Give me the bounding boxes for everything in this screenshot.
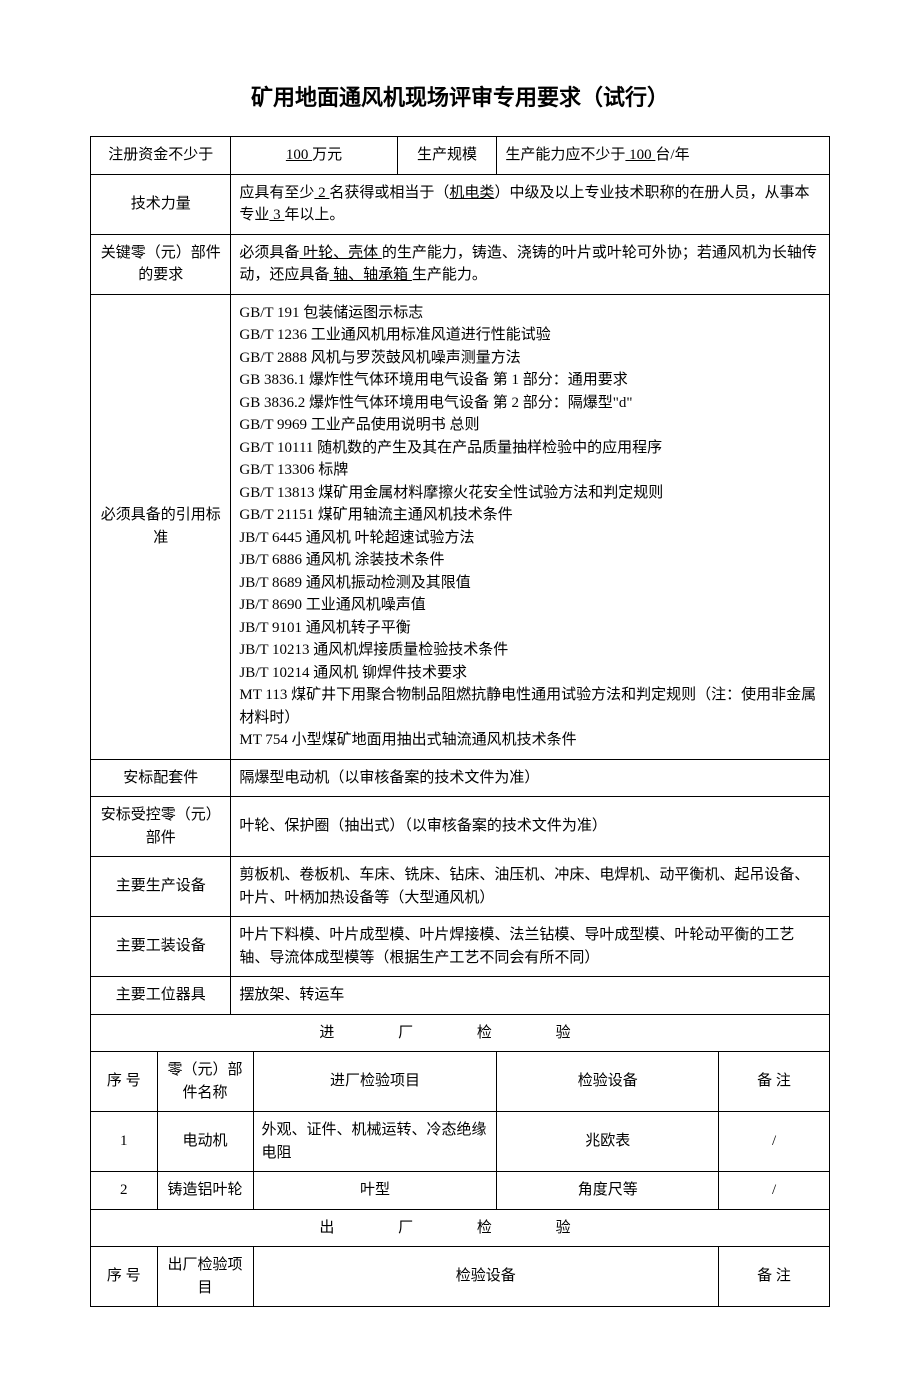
prod-equip-label: 主要生产设备 xyxy=(91,857,231,917)
scale-suffix: 台/年 xyxy=(655,147,689,163)
key-part-value: 必须具备 叶轮、壳体 的生产能力，铸造、浇铸的叶片或叶轮可外协；若通风机为长轴传… xyxy=(231,234,830,294)
row-key-parts: 关键零（元）部件的要求 必须具备 叶轮、壳体 的生产能力，铸造、浇铸的叶片或叶轮… xyxy=(91,234,830,294)
key-part-label: 关键零（元）部件的要求 xyxy=(91,234,231,294)
station-label: 主要工位器具 xyxy=(91,977,231,1015)
row-outgoing-header: 出 厂 检 验 xyxy=(91,1209,830,1247)
tech-u2: 机电类 xyxy=(449,185,494,201)
scale-value: 生产能力应不少于 100 台/年 xyxy=(497,137,830,175)
incoming-remark: / xyxy=(719,1172,830,1210)
capital-label: 注册资金不少于 xyxy=(91,137,231,175)
tech-t2: 名获得或相当于（ xyxy=(329,185,449,201)
kp-t3: 生产能力。 xyxy=(412,267,487,283)
safety-kit-value: 隔爆型电动机（以审核备案的技术文件为准） xyxy=(231,759,830,797)
incoming-row: 2 铸造铝叶轮 叶型 角度尺等 / xyxy=(91,1172,830,1210)
safety-ctrl-label: 安标受控零（元）部件 xyxy=(91,797,231,857)
capital-underline: 100 xyxy=(286,147,312,163)
standard-line: JB/T 8690 工业通风机噪声值 xyxy=(239,594,821,617)
incoming-name: 电动机 xyxy=(157,1112,253,1172)
incoming-row: 1 电动机 外观、证件、机械运转、冷态绝缘电阻 兆欧表 / xyxy=(91,1112,830,1172)
row-safety-kit: 安标配套件 隔爆型电动机（以审核备案的技术文件为准） xyxy=(91,759,830,797)
standard-line: JB/T 8689 通风机振动检测及其限值 xyxy=(239,572,821,595)
incoming-item: 外观、证件、机械运转、冷态绝缘电阻 xyxy=(253,1112,497,1172)
row-prod-equip: 主要生产设备 剪板机、卷板机、车床、铣床、钻床、油压机、冲床、电焊机、动平衡机、… xyxy=(91,857,830,917)
row-incoming-header: 进 厂 检 验 xyxy=(91,1014,830,1052)
tech-t1: 应具有至少 xyxy=(239,185,314,201)
safety-ctrl-value: 叶轮、保护圈（抽出式）（以审核备案的技术文件为准） xyxy=(231,797,830,857)
standard-line: JB/T 10214 通风机 铆焊件技术要求 xyxy=(239,662,821,685)
incoming-seq: 2 xyxy=(91,1172,158,1210)
outgoing-col-seq: 序 号 xyxy=(91,1247,158,1307)
standard-line: GB/T 1236 工业通风机用标准风道进行性能试验 xyxy=(239,324,821,347)
prod-equip-value: 剪板机、卷板机、车床、铣床、钻床、油压机、冲床、电焊机、动平衡机、起吊设备、叶片… xyxy=(231,857,830,917)
tech-u3: 3 xyxy=(269,207,284,223)
standard-line: MT 754 小型煤矿地面用抽出式轴流通风机技术条件 xyxy=(239,729,821,752)
outgoing-col-name: 出厂检验项目 xyxy=(157,1247,253,1307)
kp-u2: 轴、轴承箱 xyxy=(329,267,412,283)
outgoing-col-equip: 检验设备 xyxy=(253,1247,719,1307)
capital-value: 100 万元 xyxy=(231,137,397,175)
standard-line: GB 3836.2 爆炸性气体环境用电气设备 第 2 部分：隔爆型"d" xyxy=(239,392,821,415)
tooling-label: 主要工装设备 xyxy=(91,917,231,977)
standard-line: GB/T 2888 风机与罗茨鼓风机噪声测量方法 xyxy=(239,347,821,370)
standards-label: 必须具备的引用标准 xyxy=(91,294,231,759)
incoming-col-remark: 备 注 xyxy=(719,1052,830,1112)
scale-label: 生产规模 xyxy=(397,137,497,175)
standard-line: GB/T 10111 随机数的产生及其在产品质量抽样检验中的应用程序 xyxy=(239,437,821,460)
standard-line: GB/T 13813 煤矿用金属材料摩擦火花安全性试验方法和判定规则 xyxy=(239,482,821,505)
row-capital-scale: 注册资金不少于 100 万元 生产规模 生产能力应不少于 100 台/年 xyxy=(91,137,830,175)
standard-line: GB/T 21151 煤矿用轴流主通风机技术条件 xyxy=(239,504,821,527)
incoming-col-seq: 序 号 xyxy=(91,1052,158,1112)
standard-line: MT 113 煤矿井下用聚合物制品阻燃抗静电性通用试验方法和判定规则（注：使用非… xyxy=(239,684,821,729)
requirements-table: 注册资金不少于 100 万元 生产规模 生产能力应不少于 100 台/年 技术力… xyxy=(90,136,830,1307)
incoming-section-title: 进 厂 检 验 xyxy=(91,1014,830,1052)
station-value: 摆放架、转运车 xyxy=(231,977,830,1015)
row-safety-ctrl: 安标受控零（元）部件 叶轮、保护圈（抽出式）（以审核备案的技术文件为准） xyxy=(91,797,830,857)
outgoing-section-title: 出 厂 检 验 xyxy=(91,1209,830,1247)
standard-line: GB/T 9969 工业产品使用说明书 总则 xyxy=(239,414,821,437)
tech-label: 技术力量 xyxy=(91,174,231,234)
scale-underline: 100 xyxy=(625,147,655,163)
row-incoming-cols: 序 号 零（元）部件名称 进厂检验项目 检验设备 备 注 xyxy=(91,1052,830,1112)
row-tooling: 主要工装设备 叶片下料模、叶片成型模、叶片焊接模、法兰钻模、导叶成型模、叶轮动平… xyxy=(91,917,830,977)
tech-u1: 2 xyxy=(314,185,329,201)
standards-value: GB/T 191 包装储运图示标志GB/T 1236 工业通风机用标准风道进行性… xyxy=(231,294,830,759)
kp-u1: 叶轮、壳体 xyxy=(299,245,382,261)
incoming-col-equip: 检验设备 xyxy=(497,1052,719,1112)
standard-line: JB/T 10213 通风机焊接质量检验技术条件 xyxy=(239,639,821,662)
outgoing-col-remark: 备 注 xyxy=(719,1247,830,1307)
tooling-value: 叶片下料模、叶片成型模、叶片焊接模、法兰钻模、导叶成型模、叶轮动平衡的工艺轴、导… xyxy=(231,917,830,977)
kp-t1: 必须具备 xyxy=(239,245,299,261)
incoming-equip: 兆欧表 xyxy=(497,1112,719,1172)
incoming-remark: / xyxy=(719,1112,830,1172)
standard-line: JB/T 9101 通风机转子平衡 xyxy=(239,617,821,640)
incoming-col-name: 零（元）部件名称 xyxy=(157,1052,253,1112)
incoming-col-item: 进厂检验项目 xyxy=(253,1052,497,1112)
row-station: 主要工位器具 摆放架、转运车 xyxy=(91,977,830,1015)
standard-line: GB/T 13306 标牌 xyxy=(239,459,821,482)
page-title: 矿用地面通风机现场评审专用要求（试行） xyxy=(90,80,830,112)
incoming-name: 铸造铝叶轮 xyxy=(157,1172,253,1210)
standard-line: JB/T 6445 通风机 叶轮超速试验方法 xyxy=(239,527,821,550)
standard-line: JB/T 6886 通风机 涂装技术条件 xyxy=(239,549,821,572)
row-standards: 必须具备的引用标准 GB/T 191 包装储运图示标志GB/T 1236 工业通… xyxy=(91,294,830,759)
row-outgoing-cols: 序 号 出厂检验项目 检验设备 备 注 xyxy=(91,1247,830,1307)
incoming-item: 叶型 xyxy=(253,1172,497,1210)
tech-value: 应具有至少 2 名获得或相当于（机电类）中级及以上专业技术职称的在册人员，从事本… xyxy=(231,174,830,234)
standard-line: GB/T 191 包装储运图示标志 xyxy=(239,302,821,325)
standard-line: GB 3836.1 爆炸性气体环境用电气设备 第 1 部分：通用要求 xyxy=(239,369,821,392)
incoming-equip: 角度尺等 xyxy=(497,1172,719,1210)
safety-kit-label: 安标配套件 xyxy=(91,759,231,797)
tech-t4: 年以上。 xyxy=(284,207,344,223)
incoming-seq: 1 xyxy=(91,1112,158,1172)
capital-suffix: 万元 xyxy=(312,147,342,163)
scale-prefix: 生产能力应不少于 xyxy=(505,147,625,163)
row-tech: 技术力量 应具有至少 2 名获得或相当于（机电类）中级及以上专业技术职称的在册人… xyxy=(91,174,830,234)
